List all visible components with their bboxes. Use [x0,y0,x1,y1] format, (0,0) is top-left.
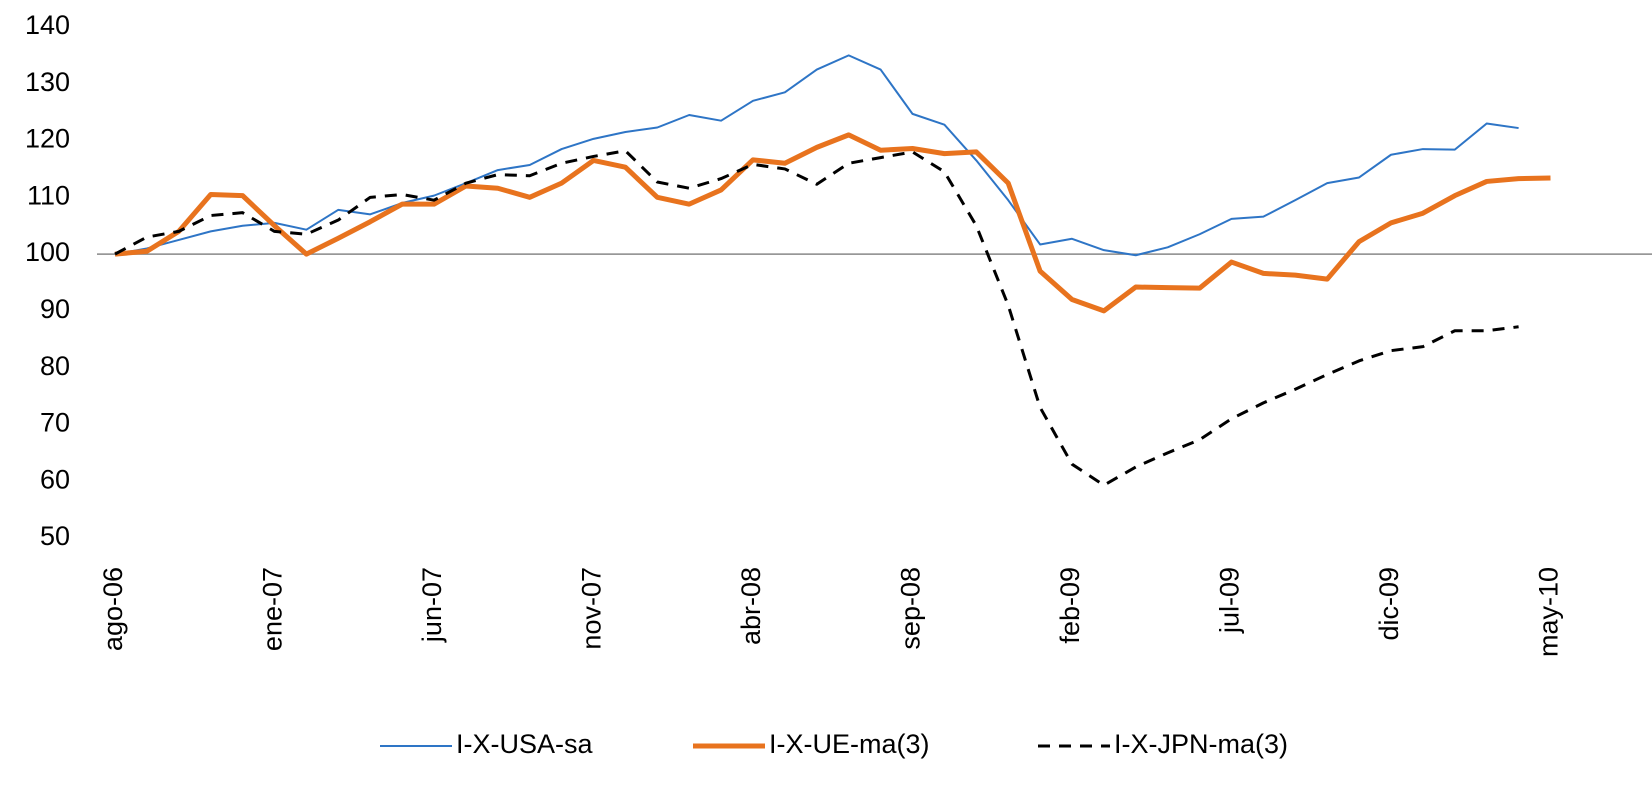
x-tick-label: jun-07 [417,567,447,643]
y-tick-label: 140 [25,10,70,40]
x-tick-label: sep-08 [896,567,926,650]
y-tick-label: 60 [40,464,70,494]
x-tick-label: may-10 [1534,567,1564,657]
legend-label: I-X-JPN-ma(3) [1114,729,1288,759]
x-tick-label: ene-07 [258,567,288,651]
series-line [114,149,1519,487]
y-tick-label: 130 [25,67,70,97]
y-tick-label: 70 [40,408,70,438]
y-tick-label: 80 [40,351,70,381]
x-tick-label: feb-09 [1055,567,1085,644]
x-tick-label: ago-06 [98,567,128,651]
x-tick-label: abr-08 [736,567,766,645]
legend-label: I-X-USA-sa [456,729,594,759]
series-line [114,54,1519,257]
x-tick-label: nov-07 [577,567,607,650]
y-tick-label: 110 [27,180,70,210]
y-tick-label: 50 [40,521,70,551]
x-tick-label: dic-09 [1374,567,1404,641]
y-tick-label: 90 [40,294,70,324]
legend-label: I-X-UE-ma(3) [769,729,930,759]
y-tick-label: 100 [25,237,70,267]
x-tick-label: jul-09 [1215,567,1245,634]
series-line [114,132,1551,314]
y-tick-label: 120 [25,124,70,154]
